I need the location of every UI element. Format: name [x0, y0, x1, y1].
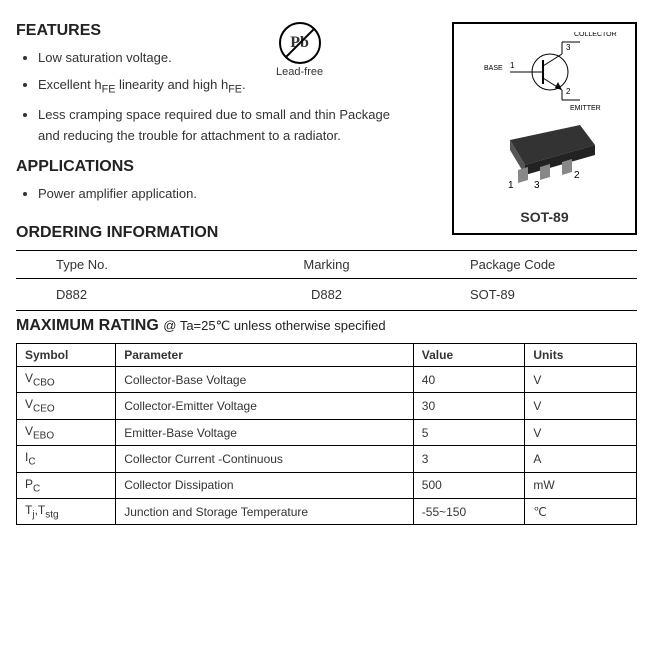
top-section: Pb Lead-free COLLECTOR BASE EMITTER 1 3	[16, 22, 637, 218]
cell-value: 3	[413, 446, 525, 472]
cell-parameter: Junction and Storage Temperature	[116, 499, 414, 525]
table-row: VCBOCollector-Base Voltage40V	[17, 367, 637, 393]
svg-text:2: 2	[566, 87, 571, 96]
col-package-code: Package Code	[430, 251, 637, 279]
col-marking: Marking	[223, 251, 430, 279]
lead-free-badge: Pb Lead-free	[276, 22, 323, 78]
cell-symbol: Tj,Tstg	[17, 499, 116, 525]
cell-marking: D882	[223, 279, 430, 311]
table-row: VCEOCollector-Emitter Voltage30V	[17, 393, 637, 419]
cell-value: 30	[413, 393, 525, 419]
svg-text:1: 1	[510, 61, 515, 70]
col-type-no: Type No.	[16, 251, 223, 279]
features-heading: FEATURES	[16, 22, 396, 40]
cell-symbol: VCEO	[17, 393, 116, 419]
cell-units: V	[525, 367, 637, 393]
lead-free-icon: Pb	[279, 22, 321, 64]
table-row: D882 D882 SOT-89	[16, 279, 637, 311]
package-panel: COLLECTOR BASE EMITTER 1 3 2 1 3 2 SOT-8…	[452, 22, 637, 235]
cell-units: A	[525, 446, 637, 472]
table-row: PCCollector Dissipation500mW	[17, 472, 637, 498]
cell-parameter: Collector Current -Continuous	[116, 446, 414, 472]
cell-units: mW	[525, 472, 637, 498]
applications-list: Power amplifier application.	[16, 184, 396, 205]
svg-text:1: 1	[508, 180, 514, 191]
applications-heading: APPLICATIONS	[16, 158, 396, 176]
cell-value: 40	[413, 367, 525, 393]
schem-collector-label: COLLECTOR	[574, 32, 617, 38]
feature-item: Less cramping space required due to smal…	[38, 105, 396, 147]
cell-symbol: VEBO	[17, 419, 116, 445]
svg-text:3: 3	[534, 180, 540, 191]
application-item: Power amplifier application.	[38, 184, 396, 205]
cell-units: V	[525, 393, 637, 419]
cell-parameter: Collector Dissipation	[116, 472, 414, 498]
feature-item: Excellent hFE linearity and high hFE.	[38, 75, 396, 99]
cell-value: -55~150	[413, 499, 525, 525]
table-header-row: Symbol Parameter Value Units	[17, 344, 637, 367]
schem-base-label: BASE	[484, 65, 503, 72]
table-row: Tj,TstgJunction and Storage Temperature-…	[17, 499, 637, 525]
package-name: SOT-89	[462, 209, 627, 225]
package-drawing: 1 3 2	[462, 120, 627, 203]
lead-free-symbol: Pb	[290, 34, 309, 52]
col-symbol: Symbol	[17, 344, 116, 367]
transistor-schematic: COLLECTOR BASE EMITTER 1 3 2	[462, 32, 627, 112]
cell-symbol: VCBO	[17, 367, 116, 393]
cell-symbol: PC	[17, 472, 116, 498]
svg-text:2: 2	[574, 170, 580, 181]
table-row: ICCollector Current -Continuous3A	[17, 446, 637, 472]
col-parameter: Parameter	[116, 344, 414, 367]
cell-value: 500	[413, 472, 525, 498]
cell-units: ℃	[525, 499, 637, 525]
maxrating-title: MAXIMUM RATING	[16, 317, 159, 334]
ordering-table: Type No. Marking Package Code D882 D882 …	[16, 250, 637, 311]
features-list: Low saturation voltage. Excellent hFE li…	[16, 48, 396, 146]
cell-type-no: D882	[16, 279, 223, 311]
cell-symbol: IC	[17, 446, 116, 472]
cell-parameter: Emitter-Base Voltage	[116, 419, 414, 445]
col-value: Value	[413, 344, 525, 367]
maxrating-heading: MAXIMUM RATING @ Ta=25℃ unless otherwise…	[16, 317, 637, 335]
features-block: FEATURES Low saturation voltage. Excelle…	[16, 22, 396, 205]
lead-free-label: Lead-free	[276, 66, 323, 78]
maxrating-condition: @ Ta=25℃ unless otherwise specified	[163, 318, 385, 333]
svg-text:3: 3	[566, 43, 571, 52]
table-row: VEBOEmitter-Base Voltage5V	[17, 419, 637, 445]
schem-emitter-label: EMITTER	[570, 105, 601, 112]
table-header-row: Type No. Marking Package Code	[16, 251, 637, 279]
cell-parameter: Collector-Emitter Voltage	[116, 393, 414, 419]
cell-parameter: Collector-Base Voltage	[116, 367, 414, 393]
cell-value: 5	[413, 419, 525, 445]
feature-item: Low saturation voltage.	[38, 48, 396, 69]
cell-units: V	[525, 419, 637, 445]
col-units: Units	[525, 344, 637, 367]
cell-package-code: SOT-89	[430, 279, 637, 311]
maxrating-table: Symbol Parameter Value Units VCBOCollect…	[16, 343, 637, 525]
